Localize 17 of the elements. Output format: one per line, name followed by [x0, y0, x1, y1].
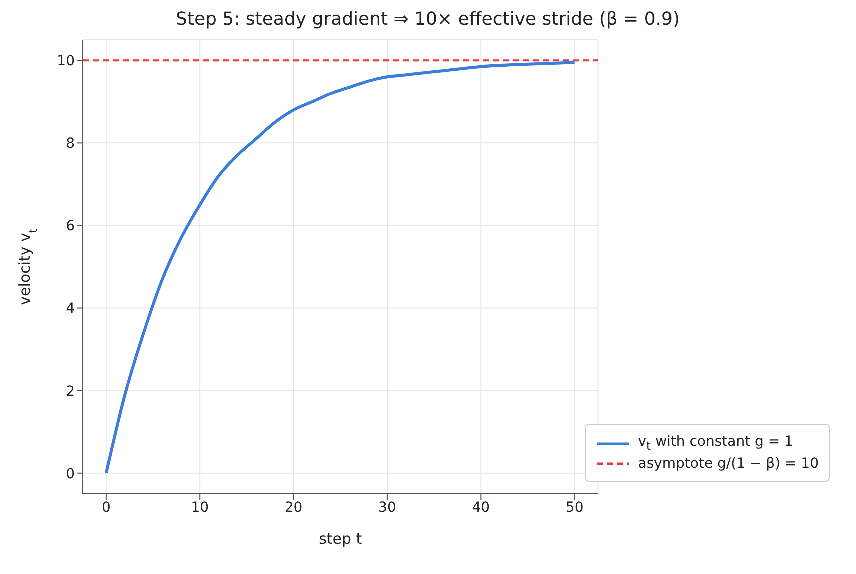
x-tick-label: 20 [284, 500, 303, 516]
legend-label: asymptote g/(1 − β) = 10 [638, 456, 819, 472]
x-tick-label: 40 [472, 500, 490, 516]
x-tick-label: 50 [566, 500, 584, 516]
line-series [104, 61, 576, 475]
y-tick-label: 6 [66, 218, 76, 235]
y-tick-label: 4 [66, 301, 76, 318]
x-axis-title: step t [319, 530, 362, 548]
y-tick-label: 8 [66, 136, 75, 152]
y-tick-label: 10 [57, 54, 75, 70]
chart-title: Step 5: steady gradient ⇒ 10× effective stride (β = 0.9) [174, 8, 682, 32]
y-tick-label: 0 [66, 466, 75, 482]
x-tick-label: 30 [378, 500, 396, 516]
x-tick-label: 10 [191, 500, 210, 516]
x-tick-label: 0 [102, 500, 111, 516]
y-tick-label: 2 [66, 384, 75, 400]
legend-label: v$_{t}$ with constant g = 1 [638, 434, 794, 453]
